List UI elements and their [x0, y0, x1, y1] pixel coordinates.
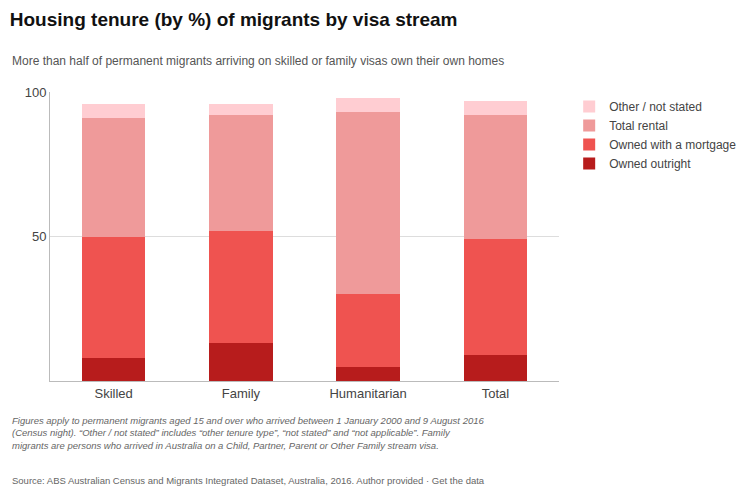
- svg-text:Total rental: Total rental: [609, 119, 668, 133]
- svg-text:Source: ABS Australian Census: Source: ABS Australian Census and Migran…: [12, 475, 485, 486]
- svg-text:Figures apply to permanent mig: Figures apply to permanent migrants aged…: [12, 415, 485, 451]
- svg-text:50: 50: [32, 229, 46, 244]
- svg-text:Humanitarian: Humanitarian: [329, 386, 406, 401]
- svg-text:Owned outright: Owned outright: [609, 157, 691, 171]
- svg-text:Owned with a mortgage: Owned with a mortgage: [609, 138, 736, 152]
- svg-text:Housing tenure (by %) of migra: Housing tenure (by %) of migrants by vis…: [10, 9, 458, 30]
- svg-text:Family: Family: [222, 386, 261, 401]
- svg-text:100: 100: [25, 85, 47, 100]
- svg-text:Skilled: Skilled: [94, 386, 132, 401]
- svg-text:Other / not stated: Other / not stated: [609, 100, 702, 114]
- svg-text:More than half of permanent mi: More than half of permanent migrants arr…: [12, 54, 504, 68]
- svg-text:Total: Total: [482, 386, 510, 401]
